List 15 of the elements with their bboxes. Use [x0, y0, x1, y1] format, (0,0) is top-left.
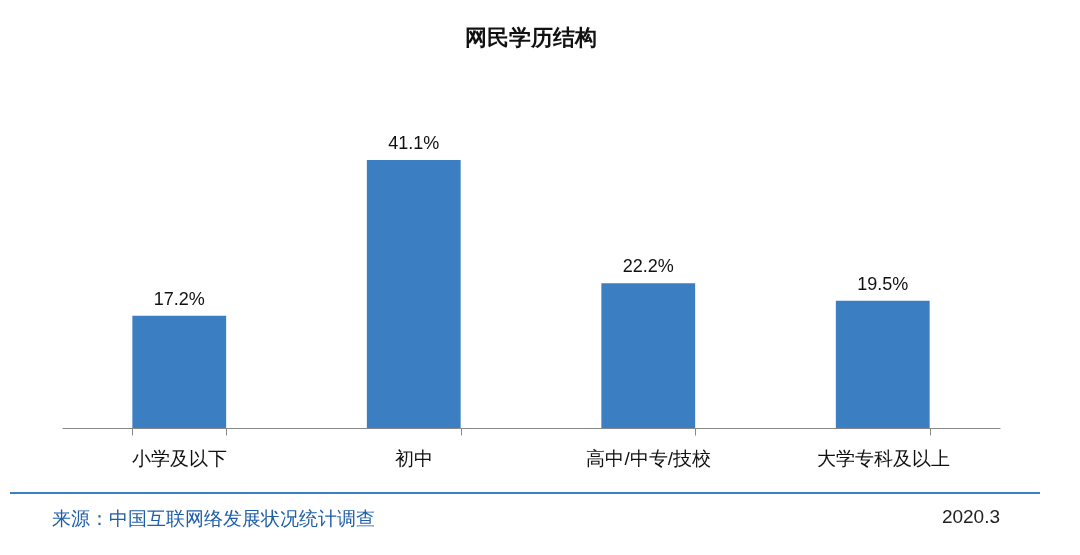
chart-title: 网民学历结构 [465, 25, 597, 50]
data-label: 41.1% [388, 133, 440, 153]
text: 2020.3 [941, 506, 1000, 528]
x-tick-label: 高中/中专/技校 [586, 447, 712, 469]
x-tick-label: 初中 [395, 447, 434, 469]
bar [835, 300, 930, 428]
bar [366, 160, 461, 428]
x-tick-label: 小学及以下 [132, 447, 228, 469]
data-label: 19.5% [857, 273, 909, 294]
bar [601, 283, 696, 428]
bar [132, 315, 227, 428]
data-label: 22.2% [622, 256, 674, 277]
source-note: 来源：中国互联网络发展状况统计调查 [52, 507, 375, 531]
data-label: 17.2% [153, 288, 205, 309]
x-tick-label: 大学专科及以上 [816, 447, 950, 469]
